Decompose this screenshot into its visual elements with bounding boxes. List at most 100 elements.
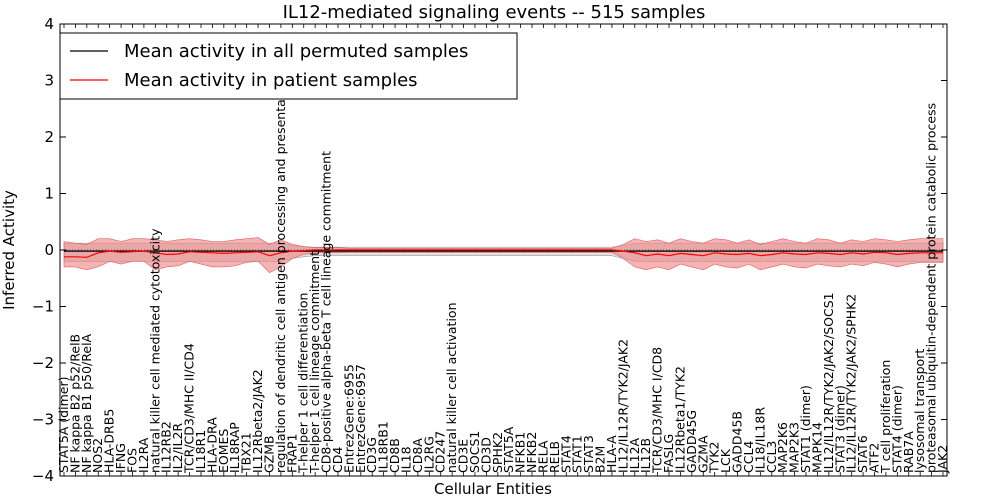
entity-label: IL12A [627, 437, 642, 473]
entity-label: SOCS1 [467, 431, 482, 473]
entity-label: EntrezGene:6955 [341, 364, 356, 473]
entity-label: RELA [536, 440, 551, 473]
entity-label: STAT1 (dimer) [798, 385, 813, 473]
entity-label: T-helper 1 cell differentiation [296, 293, 311, 474]
x-axis-title: Cellular Entities [434, 480, 552, 498]
entity-label: IL12RB2 [159, 421, 174, 473]
entity-label: TCR/CD3/MHC I/CD8 [650, 347, 665, 474]
entity-label: ATF2 [867, 443, 882, 473]
y-axis-title: Inferred Activity [0, 190, 18, 310]
entity-label: T cell proliferation [878, 360, 893, 474]
confidence-bands [63, 237, 944, 273]
entity-label: EOMES [216, 429, 231, 473]
entity-label: B2M [593, 446, 608, 473]
entity-label: IL12/IL12R/TYK2/JAK2/SPHK2 [844, 294, 859, 473]
entity-label: EntrezGene:6957 [353, 364, 368, 473]
entity-label: MAPK14 [809, 422, 824, 473]
entity-label: NFKB1 [513, 432, 528, 473]
entity-label: GZMB [262, 435, 277, 473]
entity-label: IL12B [638, 438, 653, 473]
entity-label: STAT4 (dimer) [889, 385, 904, 473]
series-lines [60, 249, 947, 258]
entity-label: IL18RAP [227, 422, 242, 473]
entity-label: TCR/CD3/MHC II/CD4 [182, 343, 197, 474]
entity-label: FOS [125, 448, 140, 473]
entity-label: IL18R1 [193, 430, 208, 473]
legend: Mean activity in all permuted samples Me… [59, 32, 518, 100]
entity-label: JAK2 [935, 445, 950, 474]
y-tick-label: 0 [44, 241, 54, 259]
entity-label: GADD45G [684, 410, 699, 473]
entity-label: RELB [547, 441, 562, 473]
y-tick-label: −1 [32, 298, 54, 316]
legend-label-patient: Mean activity in patient samples [124, 70, 418, 91]
entity-label: FASLG [661, 434, 676, 473]
entity-label: IL2RA [136, 437, 151, 473]
entity-label: natural killer cell mediated cytotoxicit… [147, 228, 162, 473]
entity-label: STAT4 [558, 435, 573, 473]
entity-label: TYK2 [707, 442, 722, 474]
entity-label: CCL3 [764, 441, 779, 473]
entity-label: TBX21 [239, 432, 254, 474]
entity-label: CD247 [433, 431, 448, 473]
entity-label: STAT3 [581, 435, 596, 473]
entity-label: CD3G [364, 437, 379, 473]
entity-label: IL12/IL12R/TYK2/JAK2/SOCS1 [821, 292, 836, 473]
entity-label: STAT6 [855, 435, 870, 473]
legend-box [59, 32, 518, 100]
entity-label: IL2RG [421, 436, 436, 473]
entity-label: IL18 [399, 446, 414, 473]
entity-label: T-helper 1 cell lineage commitment [307, 251, 322, 474]
entity-label: CD3D [478, 437, 493, 473]
y-tick-label: 1 [44, 185, 54, 203]
entity-label: STAT3 (dimer) [832, 385, 847, 473]
entity-label: GADD45B [730, 411, 745, 473]
entity-label: LCK [718, 448, 733, 473]
chart-title: IL12-mediated signaling events -- 515 sa… [283, 2, 706, 23]
entity-label: RAB7A [901, 431, 916, 473]
entity-label: CD3E [456, 439, 471, 473]
entity-label: NF kappa B1 p50/RelA [79, 333, 94, 473]
entity-label: GZMA [695, 435, 710, 473]
entity-label: STAT1 [570, 435, 585, 473]
entity-label: NFKB2 [524, 432, 539, 473]
entity-label: lysosomal transport [912, 349, 927, 473]
entity-label: FRAP1 [284, 434, 299, 473]
entity-label: MAP2K3 [787, 422, 802, 473]
y-tick-label: −3 [32, 411, 54, 429]
entity-label: HLA-DRA [204, 417, 219, 473]
entity-label: CD8A [410, 438, 425, 473]
entity-label: IL12Rbeta2/JAK2 [250, 369, 265, 473]
band-patient [63, 237, 944, 273]
entity-label: IL12Rbeta1/TYK2 [672, 366, 687, 473]
entity-label: NF kappa B2 p52/RelB [67, 334, 82, 473]
entity-label: IL18/IL18R [752, 407, 767, 473]
line-patient [64, 249, 943, 258]
entity-label: CD8B [387, 438, 402, 473]
entity-label: IFNG [113, 443, 128, 473]
entity-label: HLA-DRB5 [102, 409, 117, 473]
entity-label: natural killer cell activation [444, 302, 459, 473]
y-tick-label: −4 [32, 467, 54, 485]
entity-label: regulation of dendritic cell antigen pro… [273, 75, 288, 473]
entity-label: STAT5A [501, 426, 516, 473]
entity-label: IL18RB1 [376, 421, 391, 473]
entity-label: SPHK2 [490, 432, 505, 473]
entity-label: HLA-A [604, 435, 619, 473]
y-tick-label: 4 [44, 15, 54, 33]
y-axis-ticks: −4 −3 −2 −1 0 1 2 3 4 [32, 15, 947, 485]
plot-frame [59, 23, 948, 477]
entity-label: IL12/IL12R/TYK2/JAK2 [615, 339, 630, 473]
entity-label: CD4 [330, 447, 345, 473]
entity-label: proteasomal ubiquitin-dependent protein … [924, 103, 939, 473]
entity-label: CD8-positive alpha-beta T cell lineage c… [319, 151, 334, 473]
x-axis-ticks [63, 24, 944, 476]
entity-label: CCL4 [741, 441, 756, 473]
entity-label: IL2/IL2R [170, 423, 185, 473]
y-tick-label: 3 [44, 72, 54, 90]
y-tick-label: 2 [44, 128, 54, 146]
entity-label: NOS2 [90, 438, 105, 473]
legend-label-permuted: Mean activity in all permuted samples [124, 41, 468, 62]
